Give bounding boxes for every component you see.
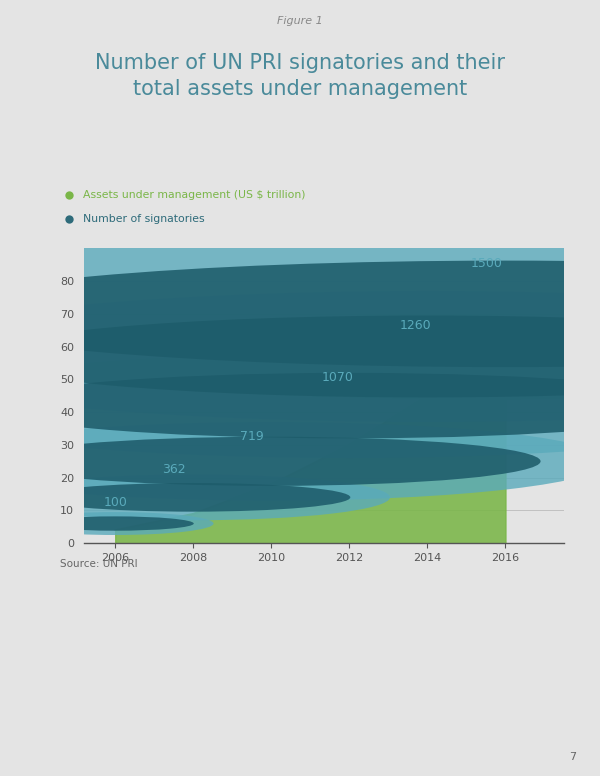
Text: Assets under management (US $ trillion): Assets under management (US $ trillion) — [83, 190, 305, 200]
Text: 1260: 1260 — [400, 319, 432, 332]
Ellipse shape — [0, 229, 600, 399]
Ellipse shape — [0, 372, 600, 438]
Text: Number of signatories: Number of signatories — [83, 214, 205, 224]
Text: 100: 100 — [104, 496, 127, 509]
Text: Figure 1: Figure 1 — [277, 16, 323, 26]
Ellipse shape — [17, 512, 214, 535]
Ellipse shape — [0, 422, 600, 501]
Ellipse shape — [0, 353, 600, 458]
Ellipse shape — [36, 483, 350, 511]
Text: 719: 719 — [240, 430, 264, 443]
Text: 362: 362 — [162, 463, 185, 476]
Ellipse shape — [0, 474, 390, 520]
Text: Source: UN PRI: Source: UN PRI — [60, 559, 137, 569]
Text: 1500: 1500 — [470, 257, 502, 269]
Ellipse shape — [0, 316, 600, 397]
Ellipse shape — [37, 516, 194, 531]
Ellipse shape — [0, 291, 600, 422]
Text: 1070: 1070 — [322, 371, 354, 384]
Text: Number of UN PRI signatories and their
total assets under management: Number of UN PRI signatories and their t… — [95, 53, 505, 99]
Ellipse shape — [0, 261, 600, 367]
Text: 7: 7 — [569, 752, 576, 761]
Ellipse shape — [2, 437, 541, 486]
